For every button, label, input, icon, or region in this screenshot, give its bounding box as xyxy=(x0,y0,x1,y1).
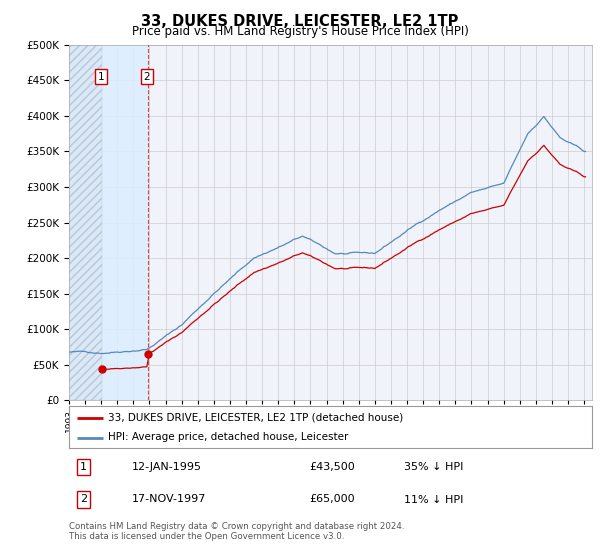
Text: 12-JAN-1995: 12-JAN-1995 xyxy=(132,462,202,472)
Text: 2: 2 xyxy=(80,494,87,505)
Text: 17-NOV-1997: 17-NOV-1997 xyxy=(132,494,206,505)
Text: 33, DUKES DRIVE, LEICESTER, LE2 1TP (detached house): 33, DUKES DRIVE, LEICESTER, LE2 1TP (det… xyxy=(108,413,403,423)
Text: £65,000: £65,000 xyxy=(310,494,355,505)
Text: HPI: Average price, detached house, Leicester: HPI: Average price, detached house, Leic… xyxy=(108,432,349,442)
Text: 33, DUKES DRIVE, LEICESTER, LE2 1TP: 33, DUKES DRIVE, LEICESTER, LE2 1TP xyxy=(142,14,458,29)
Text: 35% ↓ HPI: 35% ↓ HPI xyxy=(404,462,463,472)
Text: 1: 1 xyxy=(98,72,104,82)
Bar xyxy=(102,45,148,400)
Text: 11% ↓ HPI: 11% ↓ HPI xyxy=(404,494,463,505)
Text: £43,500: £43,500 xyxy=(310,462,355,472)
Text: Price paid vs. HM Land Registry's House Price Index (HPI): Price paid vs. HM Land Registry's House … xyxy=(131,25,469,38)
Text: 1: 1 xyxy=(80,462,87,472)
Bar xyxy=(69,45,102,400)
Bar xyxy=(69,45,102,400)
Text: Contains HM Land Registry data © Crown copyright and database right 2024.
This d: Contains HM Land Registry data © Crown c… xyxy=(69,522,404,542)
Text: 2: 2 xyxy=(143,72,150,82)
